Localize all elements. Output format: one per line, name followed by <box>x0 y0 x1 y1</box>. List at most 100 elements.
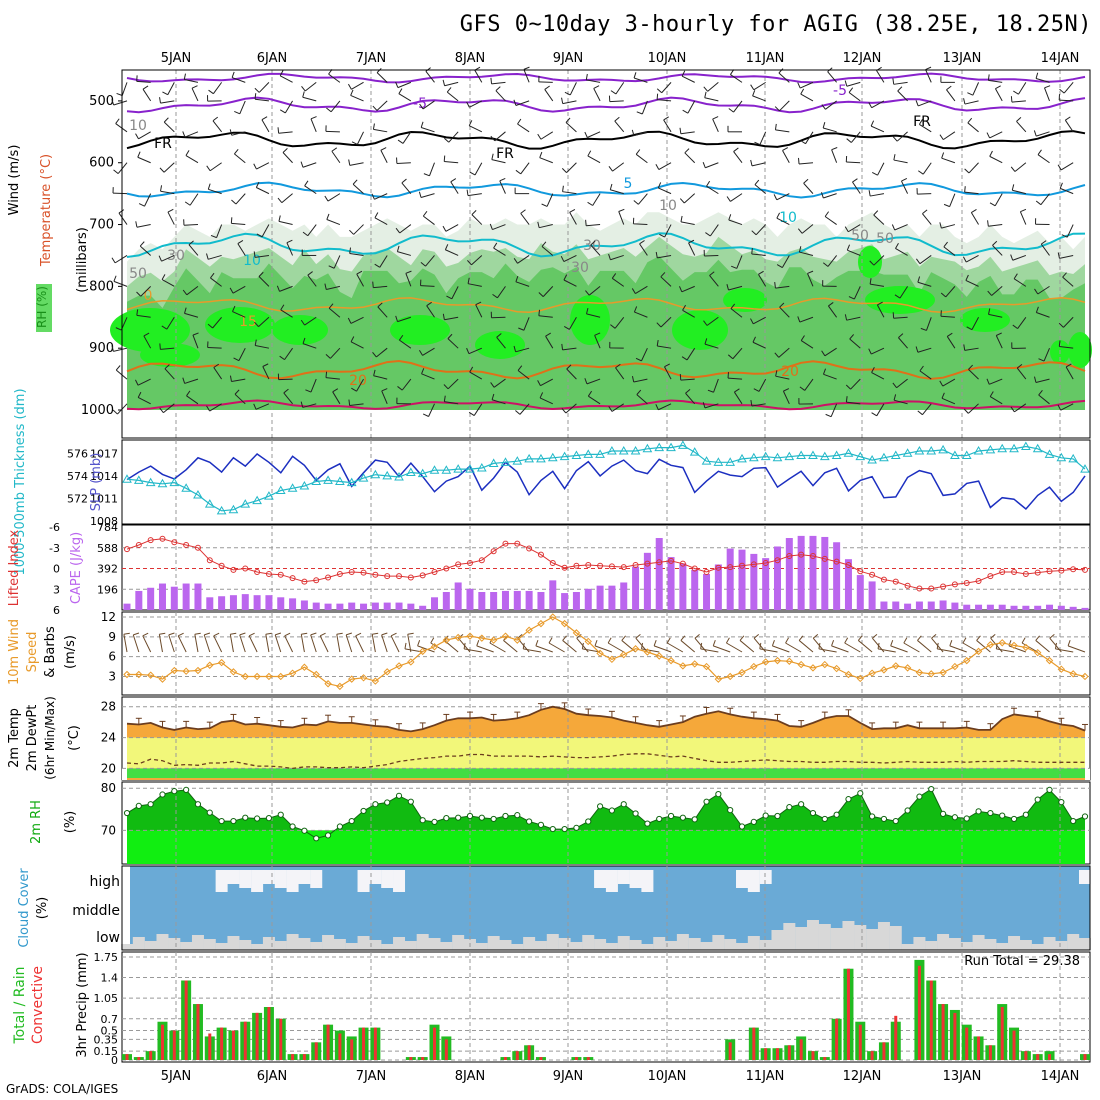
wind10-barb-32-staff <box>489 642 506 653</box>
upper-wind-barb-6-7 <box>182 285 199 296</box>
cloud-high-44 <box>641 870 654 892</box>
thickness-point-64 <box>879 452 889 462</box>
contour-label-4: FR <box>913 114 931 130</box>
upper-wind-barb-76-9 <box>1011 342 1026 349</box>
upper-wind-barb-6-9-flag <box>192 332 199 336</box>
upper-wind-barb-42-3-staff <box>612 162 625 172</box>
rh2m-point-40 <box>596 803 604 810</box>
wind10-barb-41-staff <box>594 645 613 653</box>
upper-wind-barb-10-8-flag <box>232 305 236 312</box>
rh2m-ylabel-b: (%) <box>63 811 78 834</box>
wind10-point-15 <box>300 663 309 671</box>
thickness-point-23 <box>394 471 404 481</box>
upper-wind-barb-22-3 <box>380 147 388 163</box>
upper-wind-barb-44-1-flag <box>636 111 643 115</box>
upper-rh-legend-swatch <box>36 284 52 332</box>
upper-wind-barb-64-11-staff <box>876 403 885 417</box>
thickness-point-40 <box>595 449 605 458</box>
upper-wind-barb-0-2-flag <box>115 118 120 124</box>
cloud-low-60 <box>830 928 843 950</box>
upper-wind-barb-22-7-staff <box>373 285 388 289</box>
upper-wind-barb-24-9 <box>398 334 412 349</box>
wind10-barb-79-flag <box>1049 633 1055 639</box>
wind10-barb-8-flag <box>213 632 220 637</box>
wind10-barb-53 <box>739 635 755 653</box>
upper-wind-barb-42-10-flag <box>615 363 621 369</box>
precip-ytick-0.15: 0.15 <box>94 1045 119 1058</box>
upper-wind-barb-4-1 <box>159 97 175 104</box>
upper-wind-barb-54-5 <box>751 224 767 236</box>
wind10-barb-3-flag <box>159 632 166 635</box>
upper-wind-barb-14-4-staff <box>281 193 293 204</box>
temp2m-below20-band <box>127 768 1085 778</box>
upper-wind-barb-64-4-staff <box>870 193 885 197</box>
upper-wind-barb-26-3 <box>423 162 435 177</box>
li-ytick--6: -6 <box>49 521 60 534</box>
upper-wind-barb-58-5-flag <box>797 228 803 234</box>
cloud-low-6 <box>191 935 204 950</box>
wind10-barb-22-staff <box>381 634 388 653</box>
upper-wind-barb-0-2 <box>115 118 128 133</box>
rh2m-point-56 <box>786 804 793 811</box>
li-point-4 <box>171 539 178 546</box>
cape-bar-21 <box>371 602 379 610</box>
upper-wind-barb-64-8-staff <box>876 304 885 318</box>
upper-wind-barb-22-9 <box>372 347 388 358</box>
cape-bar-62 <box>856 575 864 610</box>
upper-wind-barb-70-6 <box>943 241 956 256</box>
upper-wind-barb-60-1 <box>821 100 837 110</box>
li-point-81 <box>1082 566 1088 573</box>
upper-wind-barb-20-10-staff <box>356 378 364 392</box>
precip-conv-bar-3 <box>160 1024 164 1060</box>
upper-wind-barb-54-10 <box>753 378 767 392</box>
upper-wind-barb-80-6 <box>1057 252 1074 259</box>
upper-wind-barb-62-5-staff <box>848 224 861 233</box>
upper-wind-barb-20-0-flag <box>347 83 352 90</box>
cape-bar-25 <box>419 605 427 610</box>
thickness-point-2 <box>145 477 156 487</box>
upper-wind-barb-32-0-flag <box>490 77 493 84</box>
upper-wind-barb-70-10-staff <box>942 378 956 387</box>
cloud-low-11 <box>251 944 264 950</box>
precip-ytick-0.35: 0.35 <box>94 1033 119 1046</box>
li-point-10 <box>242 565 249 572</box>
upper-wind-barb-24-2-staff <box>402 131 412 144</box>
upper-wind-barb-46-1-flag <box>656 93 659 100</box>
wind10-barb-45 <box>641 642 660 653</box>
cape-bar-47 <box>679 563 687 610</box>
rh2m-point-12 <box>265 815 273 822</box>
upper-wind-barb-74-7-staff <box>991 285 1003 296</box>
cape-bar-37 <box>561 593 569 610</box>
cloud-low-37 <box>558 938 571 950</box>
upper-wind-barb-68-8 <box>920 317 932 331</box>
precip-conv-bar-25 <box>421 1057 425 1060</box>
rh2m-point-73 <box>987 809 994 817</box>
upper-wind-barb-36-2 <box>537 131 554 140</box>
wind10-point-41 <box>608 655 616 664</box>
upper-wind-barb-16-3-staff <box>302 162 317 168</box>
upper-wind-barb-32-3-flag <box>491 153 494 160</box>
upper-wind-barb-78-1-flag <box>1044 85 1051 89</box>
wind10-point-64 <box>880 666 888 674</box>
upper-wind-barb-80-7-staff <box>1062 276 1074 287</box>
upper-wind-barb-0-5-flag <box>118 209 125 214</box>
wind10-point-73 <box>986 641 995 649</box>
upper-wind-barb-52-1-staff <box>733 100 743 113</box>
wind10-barb-13-staff <box>274 634 282 653</box>
upper-wind-barb-16-7-flag <box>307 271 313 276</box>
upper-wind-barb-46-10 <box>664 363 672 380</box>
upper-wind-barb-14-1 <box>279 100 294 114</box>
upper-wind-barb-22-11-flag <box>381 388 388 392</box>
upper-wind-barb-34-6-staff <box>517 255 530 264</box>
cloud-low-66 <box>901 944 914 950</box>
li-point-12 <box>265 571 272 578</box>
upper-wind-barb-10-6 <box>237 239 246 256</box>
upper-wind-barb-30-1 <box>466 100 483 108</box>
upper-wind-barb-46-8-flag <box>656 322 662 328</box>
thickness-point-43 <box>630 446 641 455</box>
upper-wind-barb-46-8 <box>656 316 672 328</box>
upper-wind-barb-14-3 <box>282 148 293 164</box>
upper-wind-barb-64-11 <box>871 403 885 417</box>
rh2m-point-34 <box>526 818 533 825</box>
upper-wind-barb-60-9-flag <box>821 350 826 357</box>
